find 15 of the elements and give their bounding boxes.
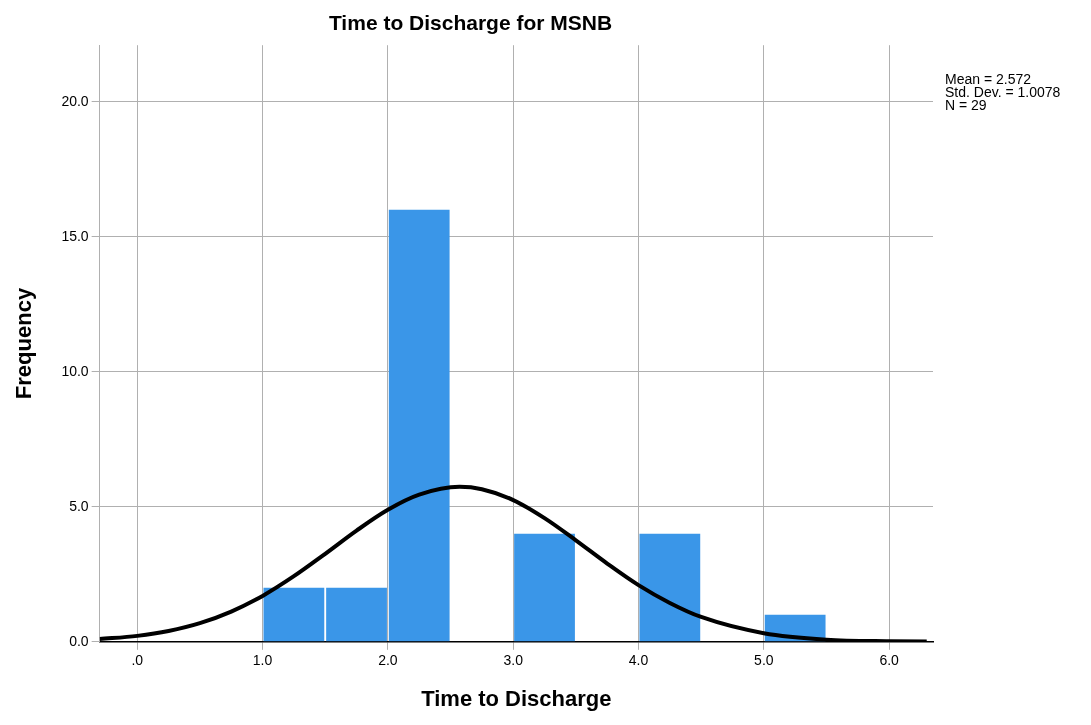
x-tick-label: 4.0: [628, 652, 649, 669]
y-axis-title: Frequency: [11, 287, 37, 400]
x-tick-label: .0: [131, 652, 144, 669]
y-tick-label: 0.0: [69, 632, 89, 649]
y-tick-label: 10.0: [61, 362, 89, 379]
x-tick-label: 3.0: [503, 652, 524, 669]
x-tick-label: 5.0: [754, 652, 774, 669]
y-tick-label: 15.0: [61, 227, 89, 244]
x-tick-label: 6.0: [879, 652, 900, 669]
y-tick-label: 5.0: [69, 497, 89, 514]
x-axis-title: Time to Discharge: [421, 685, 612, 711]
y-tick-label: 20.0: [61, 92, 89, 109]
x-tick-label: 2.0: [378, 652, 398, 669]
x-tick-label: 1.0: [252, 652, 273, 669]
chart-title: Time to Discharge for MSNB: [328, 11, 613, 35]
